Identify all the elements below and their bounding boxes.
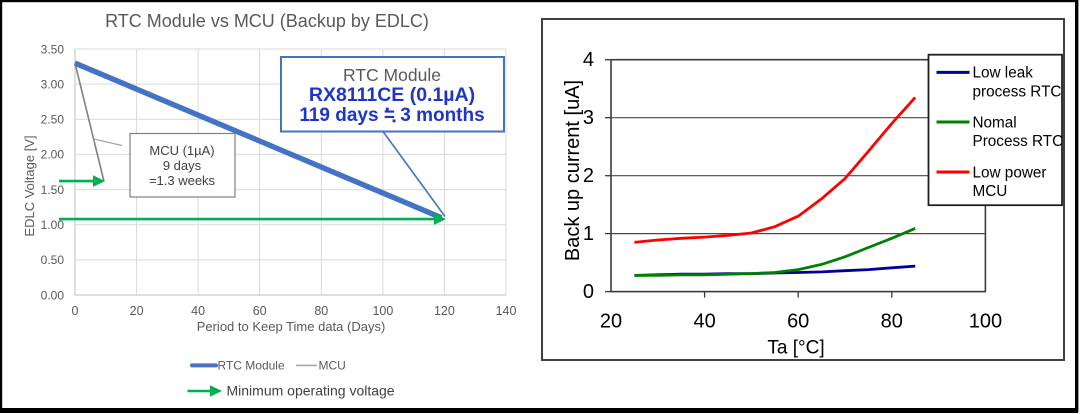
svg-text:Low leak: Low leak [973,65,1034,82]
svg-text:Nomal: Nomal [973,114,1017,131]
svg-text:EDLC Voltage [V]: EDLC Voltage [V] [22,135,37,236]
svg-text:Ta [°C]: Ta [°C] [767,338,824,359]
svg-text:MCU: MCU [973,183,1008,200]
svg-text:80: 80 [881,310,903,332]
svg-text:MCU: MCU [319,359,346,373]
svg-text:1.00: 1.00 [41,218,65,232]
svg-text:Minimum operating voltage: Minimum operating voltage [227,383,395,399]
svg-text:0: 0 [583,281,594,303]
svg-text:2.50: 2.50 [41,113,65,127]
svg-text:120: 120 [434,304,455,318]
svg-text:1.50: 1.50 [41,183,65,197]
svg-text:Back up current [uA]: Back up current [uA] [562,80,584,261]
svg-text:RTC Module vs MCU (Backup by E: RTC Module vs MCU (Backup by EDLC) [105,11,429,31]
svg-text:1: 1 [583,223,594,245]
svg-text:3.50: 3.50 [41,42,65,56]
svg-text:4: 4 [583,49,594,71]
svg-text:Low power: Low power [973,164,1047,181]
svg-text:0: 0 [72,304,79,318]
svg-text:9 days: 9 days [163,158,202,173]
svg-text:100: 100 [969,310,1002,332]
svg-text:=1.3 weeks: =1.3 weeks [149,173,216,188]
svg-text:80: 80 [314,304,328,318]
svg-text:2: 2 [583,165,594,187]
svg-text:2.00: 2.00 [41,148,65,162]
svg-text:process RTC: process RTC [973,84,1062,101]
svg-text:20: 20 [600,310,622,332]
svg-text:0.00: 0.00 [41,288,65,302]
svg-text:Period to Keep Time data (Days: Period to Keep Time data (Days) [197,319,386,334]
svg-text:MCU (1µA): MCU (1µA) [149,143,214,158]
svg-text:119 days = 3 months: 119 days = 3 months [299,105,484,126]
svg-text:RTC Module: RTC Module [343,65,441,85]
svg-text:140: 140 [496,304,517,318]
svg-text:3.00: 3.00 [41,77,65,91]
svg-text:20: 20 [130,304,144,318]
svg-text:RX8111CE (0.1µA): RX8111CE (0.1µA) [309,84,475,106]
svg-text:60: 60 [253,304,267,318]
svg-text:RTC Module: RTC Module [218,359,285,373]
svg-text:Process RTC: Process RTC [973,133,1064,150]
svg-text:40: 40 [693,310,715,332]
svg-text:0.50: 0.50 [41,253,65,267]
svg-text:3: 3 [583,107,594,129]
svg-text:60: 60 [787,310,809,332]
svg-text:40: 40 [191,304,205,318]
svg-text:100: 100 [372,304,393,318]
